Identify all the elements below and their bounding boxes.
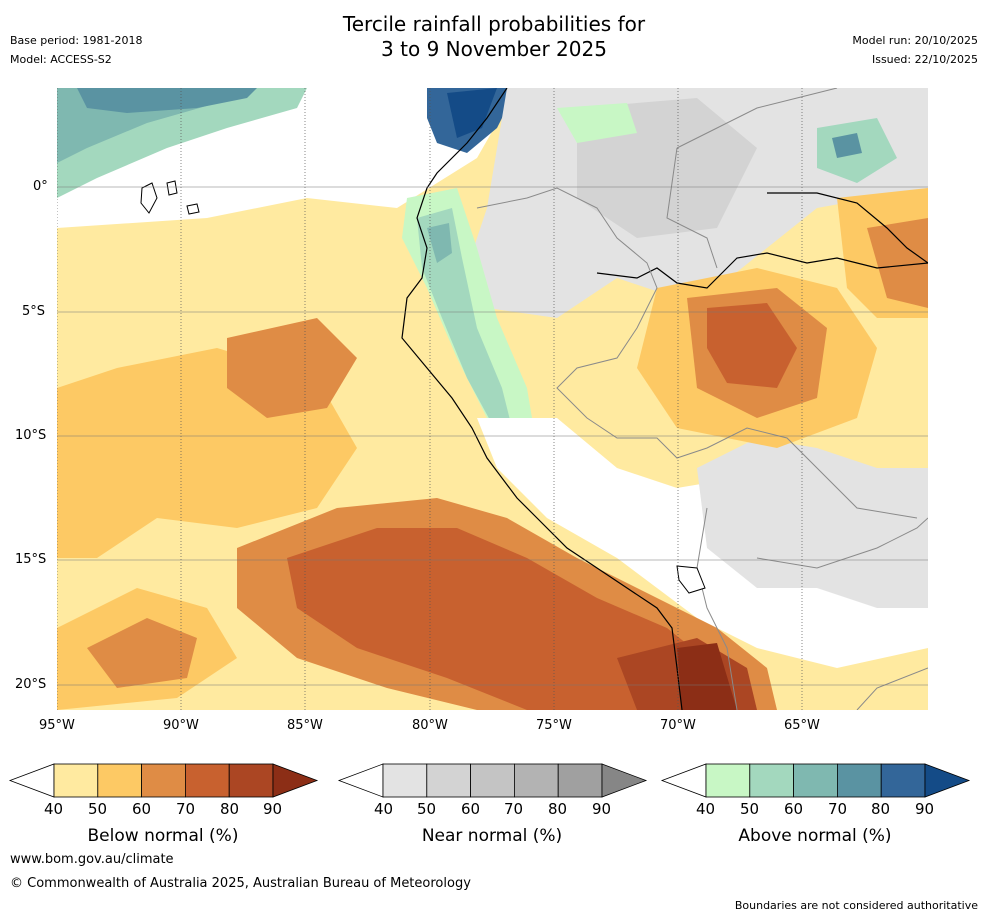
above-normal-patch-3 (832, 133, 862, 158)
y-tick-20s: 20°S (15, 677, 47, 692)
below-segment-2 (97, 763, 143, 798)
near-tick-60: 60 (461, 800, 481, 818)
y-tick-5s: 5°S (22, 304, 46, 319)
country-border-5 (756, 517, 928, 569)
galapagos-island-3 (186, 203, 200, 215)
above-normal-coastal-2 (417, 208, 512, 433)
below-normal-region-south-4 (677, 643, 737, 710)
above-normal-region-5 (447, 88, 497, 138)
below-tick-70: 70 (176, 800, 196, 818)
below-tick-90: 90 (263, 800, 283, 818)
above-segment-1 (705, 763, 751, 798)
near-segment-4 (514, 763, 559, 798)
title-line-2: 3 to 9 November 2025 (381, 37, 607, 61)
disclaimer-text: Boundaries are not considered authoritat… (734, 899, 978, 912)
near-tick-70: 70 (504, 800, 524, 818)
above-tick-90: 90 (915, 800, 935, 818)
title-line-1: Tercile rainfall probabilities for (342, 12, 646, 36)
below-over-arrow (272, 763, 319, 798)
country-border-4 (696, 507, 738, 710)
country-border-1 (476, 187, 918, 519)
issued-date: Issued: 22/10/2025 (871, 53, 978, 66)
above-segment-5 (880, 763, 926, 798)
northern-coast (767, 192, 928, 264)
near-tick-50: 50 (417, 800, 437, 818)
below-under-arrow (8, 763, 55, 798)
near-tick-90: 90 (592, 800, 612, 818)
above-tick-40: 40 (696, 800, 716, 818)
below-tick-40: 40 (44, 800, 64, 818)
galapagos-island-1 (140, 182, 158, 214)
country-border-2 (676, 88, 838, 149)
y-tick-15s: 15°S (15, 552, 47, 567)
chart-title: Tercile rainfall probabilities for 3 to … (0, 12, 988, 62)
above-normal-patch-1 (557, 103, 637, 143)
x-tick-75w: 75°W (536, 718, 572, 733)
above-normal-label: Above normal (%) (738, 826, 892, 846)
colorbar-below-normal (8, 763, 319, 798)
below-normal-region-sw-2 (87, 618, 197, 688)
near-segment-1 (382, 763, 428, 798)
above-over-arrow (924, 763, 971, 798)
above-tick-60: 60 (784, 800, 804, 818)
above-tick-80: 80 (871, 800, 891, 818)
y-tick-10s: 10°S (15, 428, 47, 443)
base-period: Base period: 1981-2018 (10, 34, 143, 47)
colorbar-near-normal (337, 763, 648, 798)
above-segment-4 (837, 763, 882, 798)
above-segment-2 (749, 763, 794, 798)
near-zero-region-2 (477, 418, 928, 668)
parallels (57, 186, 928, 686)
colorbars (8, 763, 971, 798)
near-segment-3 (470, 763, 515, 798)
x-tick-70w: 70°W (660, 718, 696, 733)
below-tick-60: 60 (132, 800, 152, 818)
country-border-6 (856, 667, 928, 710)
below-segment-5 (228, 763, 274, 798)
below-tick-50: 50 (88, 800, 108, 818)
above-under-arrow (660, 763, 707, 798)
near-normal-region-3 (697, 438, 928, 608)
above-normal-coastal-3 (427, 223, 452, 263)
near-tick-40: 40 (374, 800, 394, 818)
below-segment-1 (53, 763, 99, 798)
near-over-arrow (601, 763, 648, 798)
near-under-arrow (337, 763, 384, 798)
below-segment-4 (184, 763, 230, 798)
website-text: www.bom.gov.au/climate (10, 852, 174, 867)
lake-titicaca (676, 565, 706, 594)
near-normal-label: Near normal (%) (421, 826, 563, 846)
above-segment-3 (793, 763, 838, 798)
rainfall-map (57, 88, 928, 710)
meta-right: Model run: 20/10/2025 Issued: 22/10/2025 (852, 31, 978, 69)
near-segment-5 (557, 763, 603, 798)
model-name: Model: ACCESS-S2 (10, 53, 112, 66)
country-border-3 (666, 147, 718, 269)
above-tick-70: 70 (828, 800, 848, 818)
x-tick-95w: 95°W (39, 718, 75, 733)
x-tick-80w: 80°W (412, 718, 448, 733)
below-normal-label: Below normal (%) (87, 826, 239, 846)
below-tick-80: 80 (220, 800, 240, 818)
meta-left: Base period: 1981-2018 Model: ACCESS-S2 (10, 31, 142, 69)
below-normal-region-west-2 (227, 318, 357, 418)
y-tick-0: 0° (33, 179, 48, 194)
x-tick-85w: 85°W (287, 718, 323, 733)
colorbar-above-normal (660, 763, 971, 798)
coastline (401, 88, 683, 710)
above-normal-region-3 (77, 88, 257, 113)
near-tick-80: 80 (548, 800, 568, 818)
x-tick-65w: 65°W (784, 718, 820, 733)
above-tick-50: 50 (740, 800, 760, 818)
x-tick-90w: 90°W (163, 718, 199, 733)
below-normal-region-ne-2 (867, 218, 928, 308)
galapagos-island-2 (166, 180, 178, 196)
near-segment-2 (426, 763, 471, 798)
model-run: Model run: 20/10/2025 (852, 34, 978, 47)
copyright-text: © Commonwealth of Australia 2025, Austra… (10, 876, 471, 891)
below-normal-region-east-3 (707, 303, 797, 388)
below-segment-3 (141, 763, 186, 798)
